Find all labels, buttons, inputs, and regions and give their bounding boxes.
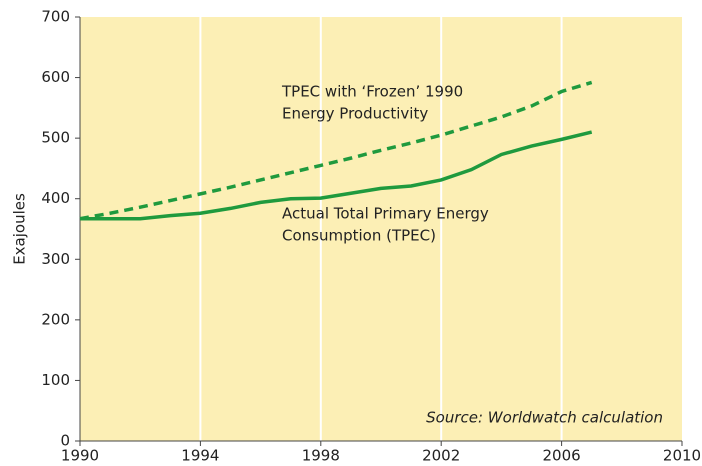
y-tick-label: 300 xyxy=(41,250,70,268)
series-annotation: Consumption (TPEC) xyxy=(282,227,436,245)
x-tick-label: 2006 xyxy=(543,447,581,465)
y-tick-label: 200 xyxy=(41,310,70,328)
y-tick-label: 400 xyxy=(41,189,70,207)
plot-background xyxy=(80,17,682,441)
series-annotation: Actual Total Primary Energy xyxy=(282,205,489,223)
y-tick-label: 500 xyxy=(41,129,70,147)
source-note: Source: Worldwatch calculation xyxy=(426,409,663,427)
y-tick-label: 700 xyxy=(41,8,70,26)
x-tick-label: 2010 xyxy=(663,447,701,465)
x-tick-label: 2002 xyxy=(422,447,460,465)
x-tick-label: 1994 xyxy=(181,447,219,465)
y-axis-label: Exajoules xyxy=(11,193,29,265)
x-tick-label: 1990 xyxy=(61,447,99,465)
series-line xyxy=(80,130,593,221)
y-tick-label: 600 xyxy=(41,68,70,86)
x-tick-label: 1998 xyxy=(302,447,340,465)
series-annotation: TPEC with ‘Frozen’ 1990 xyxy=(281,83,463,101)
y-tick-label: 0 xyxy=(60,432,70,450)
y-tick-label: 100 xyxy=(41,371,70,389)
series-annotation: Energy Productivity xyxy=(282,105,428,123)
series-line xyxy=(79,80,593,221)
